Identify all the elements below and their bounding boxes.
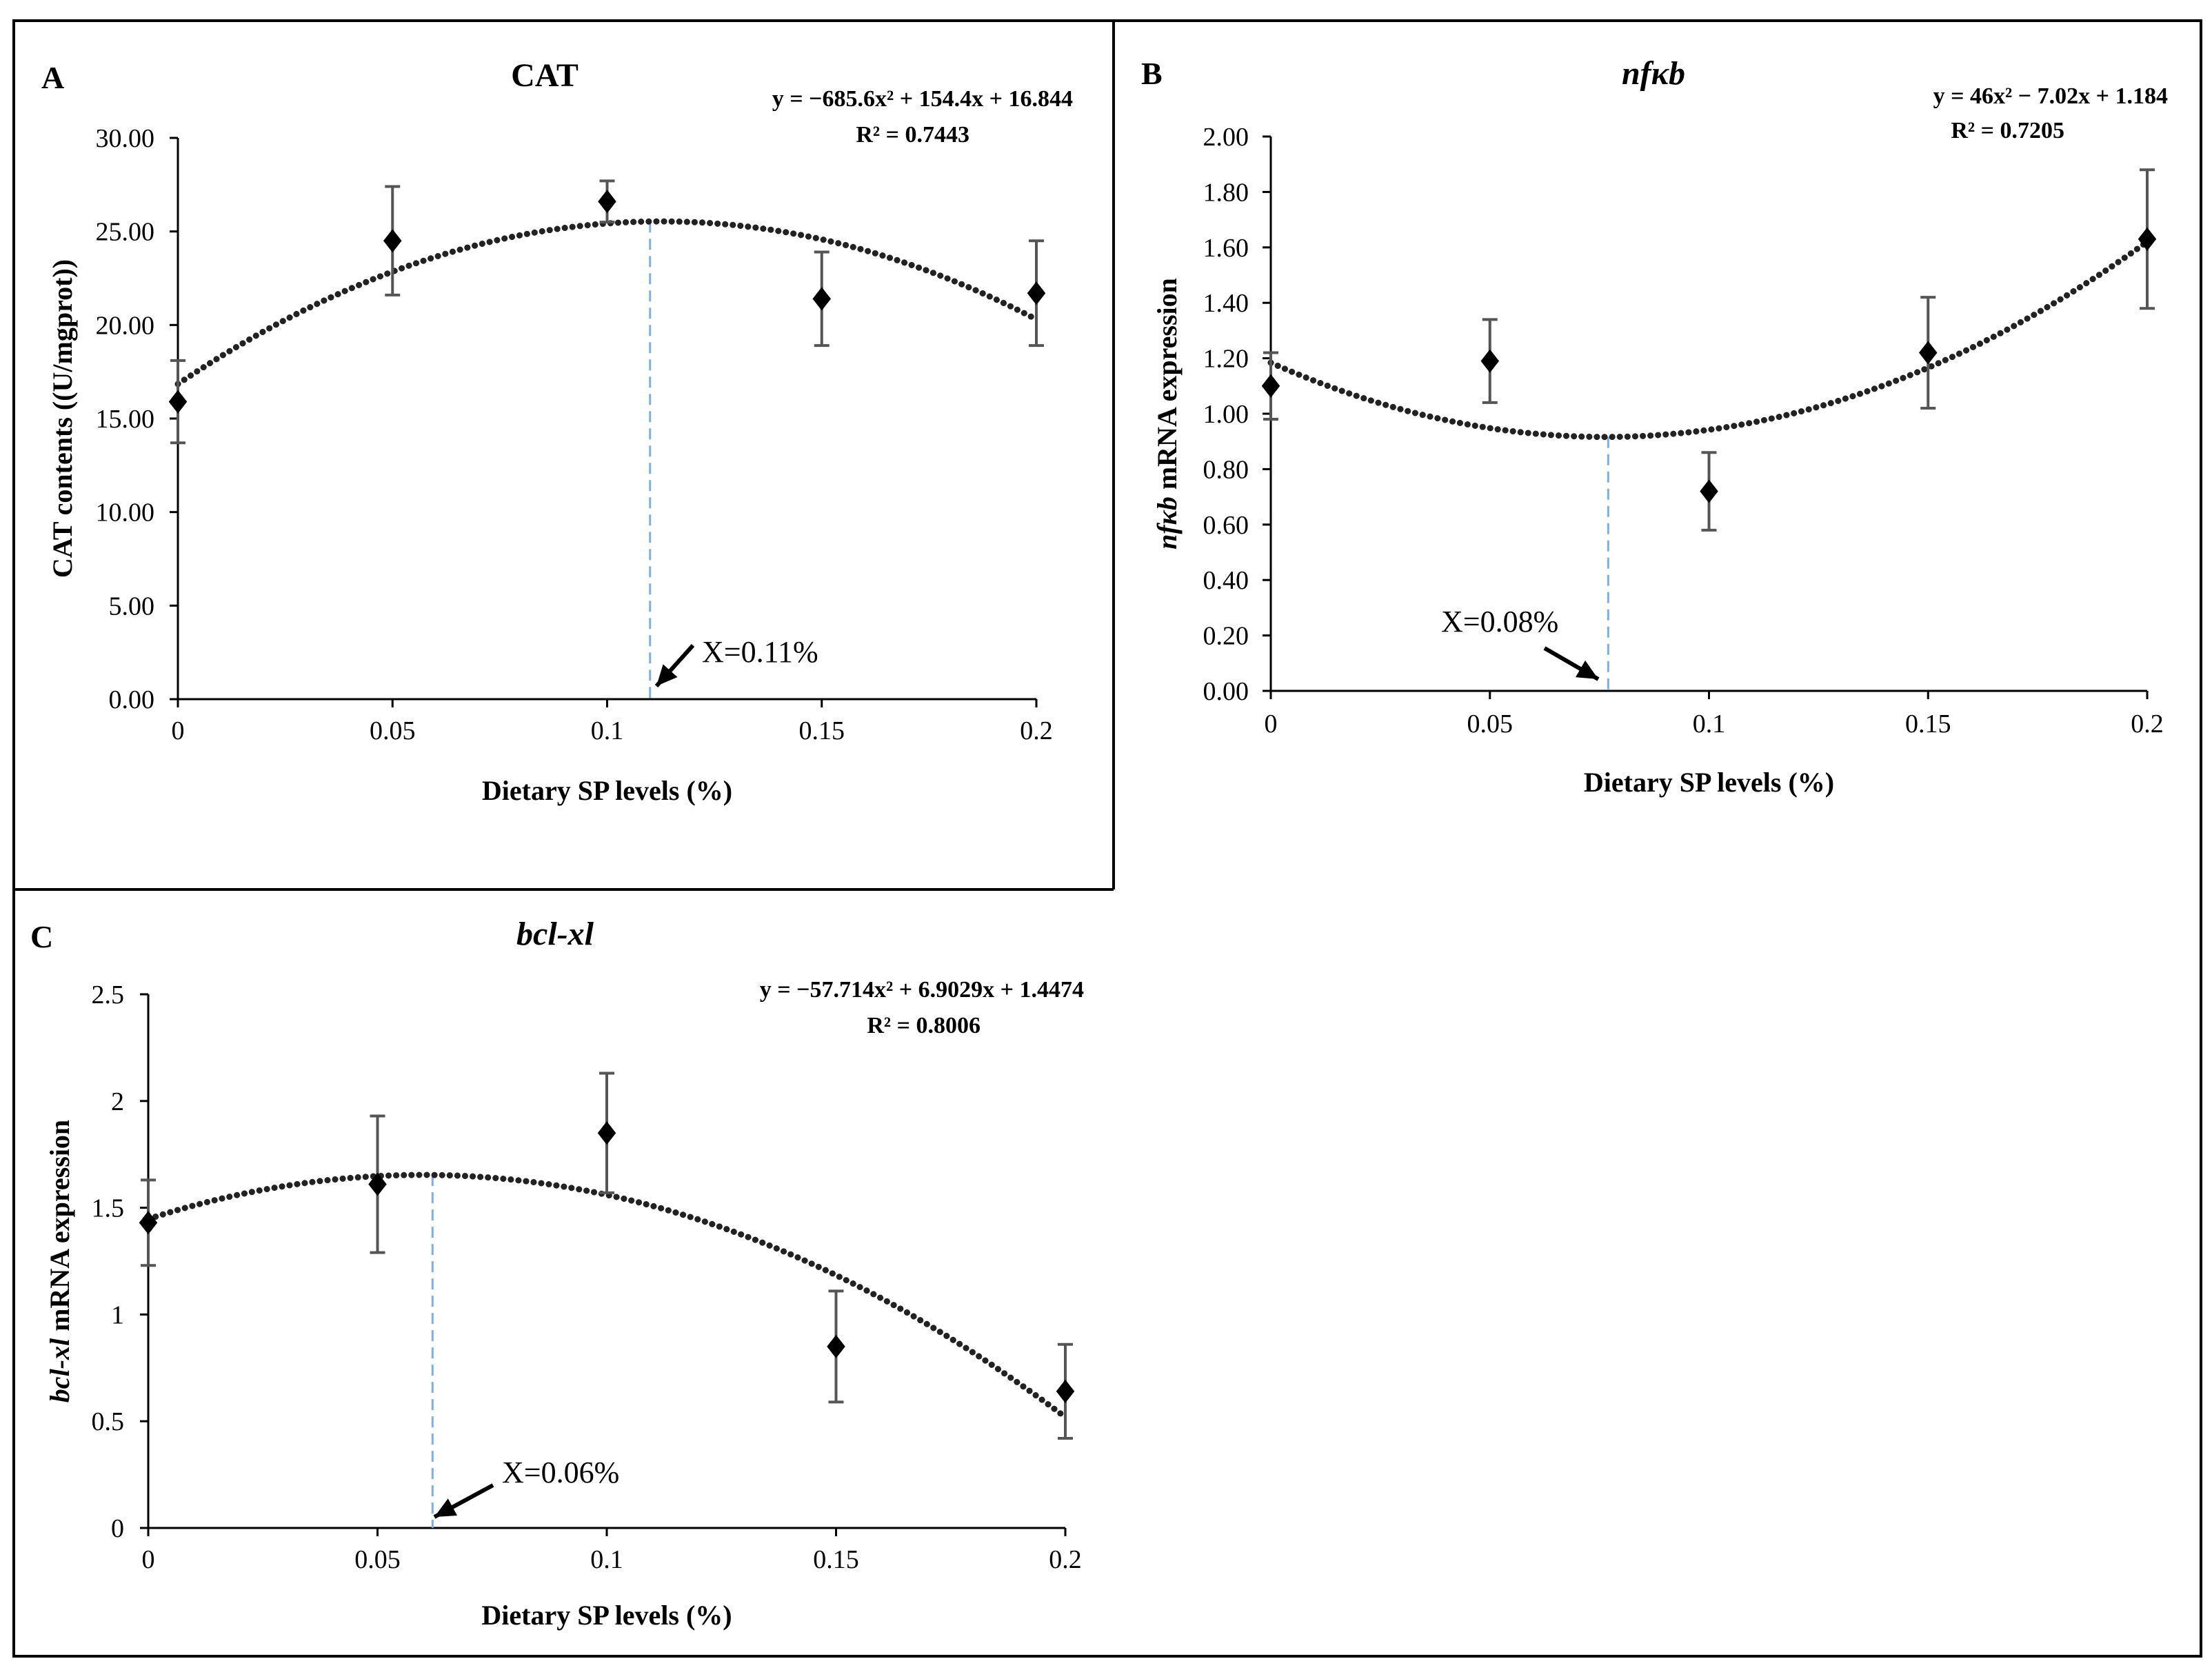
y-tick-label-a: 30.00 — [96, 124, 155, 153]
optimum-label-b: X=0.08% — [1441, 605, 1558, 638]
equation-b: y = 46x² − 7.02x + 1.184 — [1933, 83, 2168, 109]
y-tick-label-a: 10.00 — [96, 499, 155, 527]
y-tick-label-b: 0.80 — [1203, 455, 1249, 484]
chart-title-a: CAT — [511, 57, 579, 94]
x-tick-label-c: 0.1 — [590, 1545, 623, 1574]
x-axis-title-c: Dietary SP levels (%) — [481, 1600, 732, 1631]
y-tick-label-b: 0.40 — [1203, 566, 1249, 595]
y-axis-title-rest-a: CAT contents ((U/mgprot)) — [47, 259, 78, 578]
y-tick-label-c: 2.5 — [92, 980, 125, 1009]
panel-label-c: C — [30, 919, 53, 954]
y-tick-label-c: 2 — [111, 1087, 124, 1116]
x-tick-label-c: 0.05 — [354, 1545, 401, 1574]
x-tick-label-b: 0.15 — [1905, 710, 1951, 738]
x-tick-label-b: 0.05 — [1467, 710, 1514, 738]
x-tick-label-c: 0.2 — [1049, 1545, 1082, 1574]
y-axis-title-rest-b: mRNA expression — [1152, 278, 1183, 496]
optimum-label-a: X=0.11% — [702, 635, 818, 669]
y-tick-label-c: 1.5 — [92, 1194, 125, 1223]
data-point-b — [1480, 349, 1500, 373]
y-tick-label-b: 0.00 — [1203, 677, 1249, 706]
optimum-arrowhead-c — [434, 1498, 458, 1517]
panel-label-b: B — [1141, 56, 1163, 91]
x-tick-label-b: 0 — [1265, 710, 1278, 738]
y-tick-label-a: 5.00 — [109, 592, 155, 621]
data-point-c — [139, 1211, 158, 1235]
trendline-b — [1267, 239, 2151, 441]
y-tick-label-b: 1.60 — [1203, 234, 1249, 263]
y-tick-label-c: 0 — [111, 1514, 124, 1543]
y-axis-title-rest-c: mRNA expression — [44, 1120, 75, 1338]
x-axis-title-b: Dietary SP levels (%) — [1584, 767, 1834, 798]
x-tick-label-a: 0.05 — [370, 716, 416, 745]
data-point-b — [1918, 341, 1938, 365]
x-tick-label-a: 0.15 — [799, 716, 845, 745]
optimum-arrowhead-a — [656, 664, 678, 686]
optimum-arrowhead-b — [1576, 660, 1598, 679]
y-tick-label-a: 15.00 — [96, 405, 155, 434]
y-tick-label-c: 0.5 — [92, 1407, 125, 1436]
data-point-c — [827, 1334, 845, 1358]
chart-panel-a: A CAT 0.00 5.00 10.00 15.00 20.00 25.00 30.00 0 0.… — [41, 57, 1073, 806]
x-tick-label-b: 0.1 — [1693, 710, 1726, 738]
chart-title-b: nfκb — [1622, 55, 1685, 92]
data-point-a — [168, 390, 188, 414]
x-axis-title-a: Dietary SP levels (%) — [482, 775, 732, 806]
trendline-a — [174, 218, 1040, 388]
data-point-a — [598, 190, 616, 214]
y-tick-label-b: 2.00 — [1203, 123, 1249, 152]
r-squared-c: R² = 0.8006 — [867, 1013, 981, 1038]
equation-a: y = −685.6x² + 154.4x + 16.844 — [772, 86, 1073, 112]
data-point-c — [368, 1172, 387, 1196]
y-tick-label-b: 1.40 — [1203, 289, 1249, 318]
data-point-b — [1261, 374, 1280, 398]
y-axis-title-a: CAT contents ((U/mgprot)) — [47, 259, 78, 578]
r-squared-b: R² = 0.7205 — [1951, 118, 2064, 143]
x-tick-label-a: 0.2 — [1020, 716, 1053, 745]
data-point-a — [383, 229, 402, 253]
chart-title-c: bcl-xl — [516, 916, 594, 952]
data-point-c — [1056, 1379, 1075, 1403]
data-point-a — [812, 287, 832, 311]
y-axis-title-b: nfκb mRNA expression — [1152, 278, 1183, 550]
y-tick-label-b: 1.00 — [1203, 400, 1249, 429]
data-point-c — [597, 1121, 616, 1145]
y-tick-label-a: 0.00 — [109, 685, 155, 714]
optimum-label-c: X=0.06% — [502, 1456, 619, 1489]
x-tick-label-a: 0 — [172, 716, 185, 745]
equation-c: y = −57.714x² + 6.9029x + 1.4474 — [760, 977, 1084, 1003]
r-squared-a: R² = 0.7443 — [856, 122, 969, 148]
x-tick-label-c: 0 — [142, 1545, 155, 1574]
trendline-c — [145, 1171, 1069, 1420]
y-tick-label-b: 1.80 — [1203, 178, 1249, 207]
panel-label-a: A — [41, 60, 64, 95]
y-tick-label-a: 20.00 — [96, 311, 155, 340]
data-point-b — [1700, 479, 1718, 503]
y-tick-label-b: 0.20 — [1203, 622, 1249, 651]
y-tick-label-a: 25.00 — [96, 218, 155, 247]
figure-border — [12, 19, 2202, 1658]
data-point-b — [2138, 227, 2157, 251]
y-axis-title-gene-c: bcl-xl — [44, 1338, 75, 1402]
y-axis-title-c: bcl-xl mRNA expression — [44, 1120, 75, 1402]
x-tick-label-c: 0.15 — [813, 1545, 859, 1574]
data-point-a — [1027, 281, 1046, 305]
y-tick-label-b: 0.60 — [1203, 511, 1249, 540]
x-tick-label-a: 0.1 — [591, 716, 624, 745]
y-tick-label-c: 1 — [111, 1300, 124, 1329]
y-axis-title-gene-b: nfκb — [1152, 496, 1183, 550]
x-tick-label-b: 0.2 — [2131, 710, 2164, 738]
y-tick-label-b: 1.20 — [1203, 345, 1249, 374]
